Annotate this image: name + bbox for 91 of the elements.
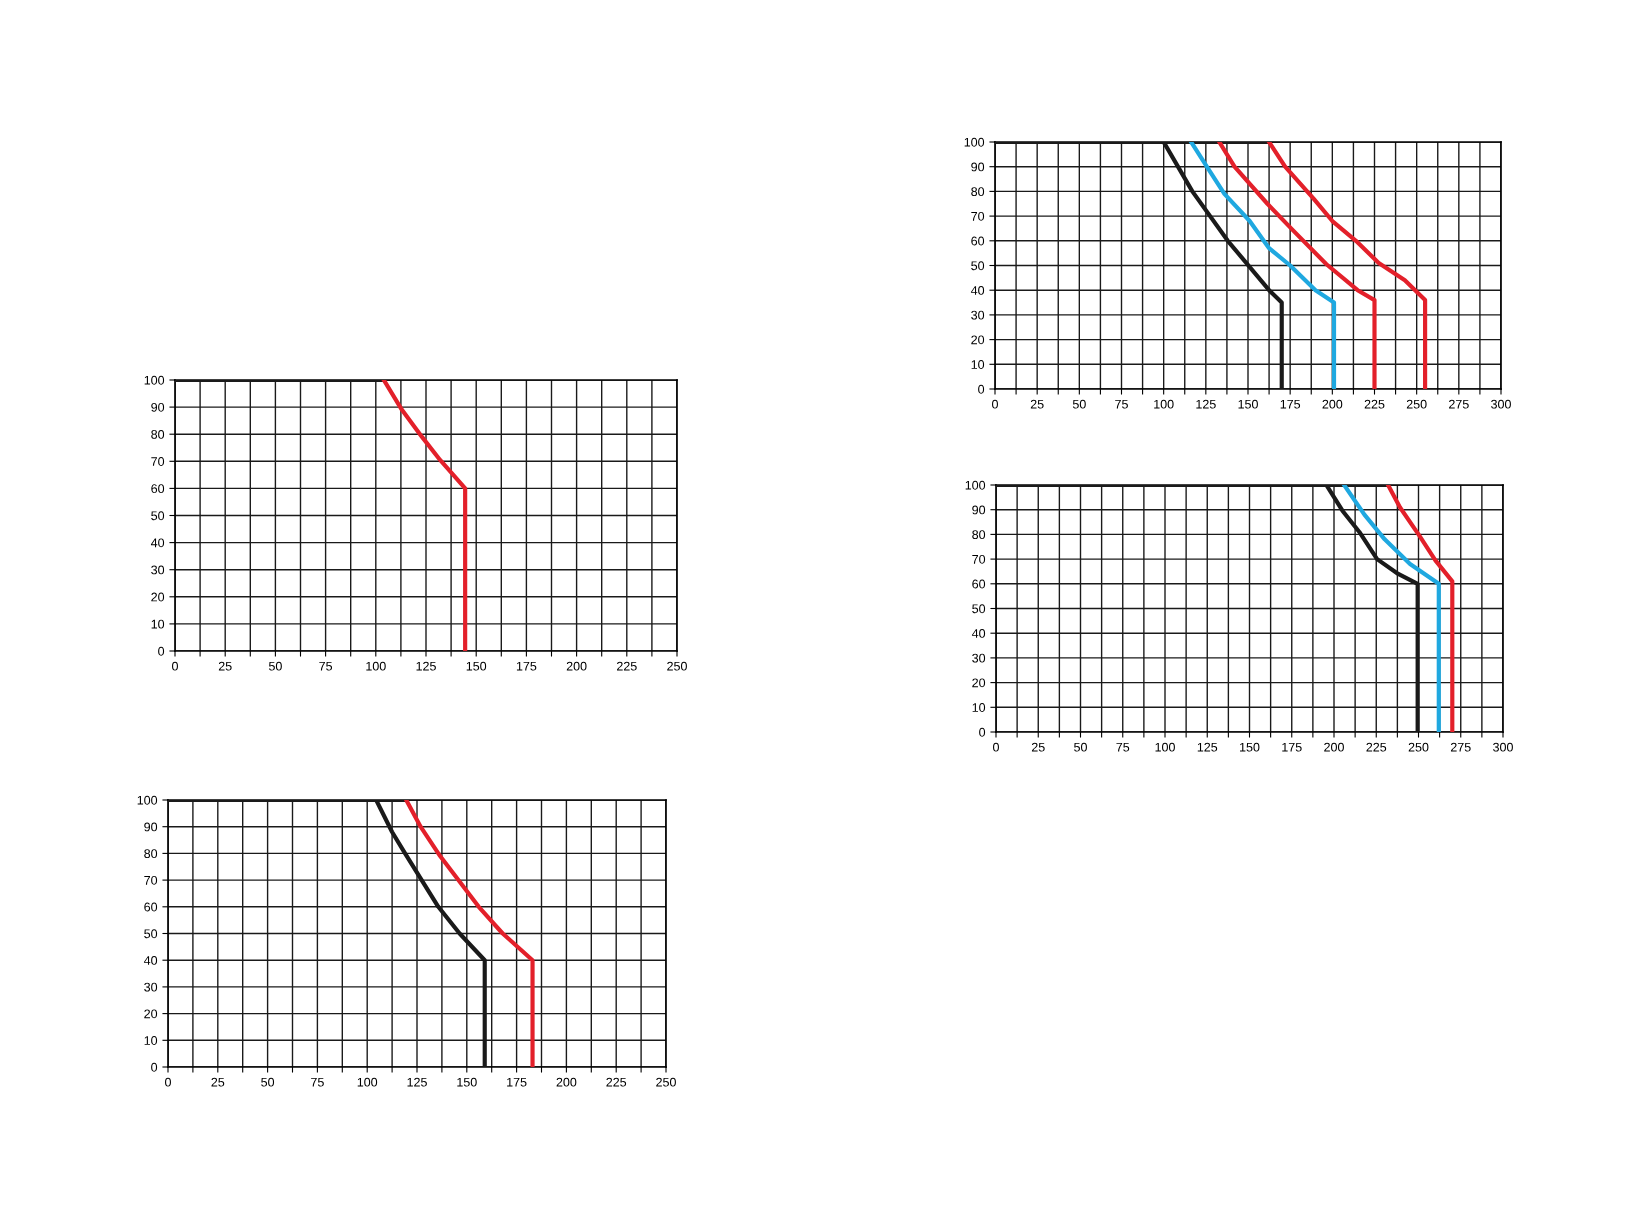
x-tick-label: 175 [516, 661, 537, 671]
x-tick-label: 50 [268, 661, 282, 671]
x-tick-label: 225 [1364, 399, 1385, 409]
x-tick-label: 125 [1196, 399, 1216, 409]
y-tick-label: 20 [971, 335, 985, 345]
y-tick-label: 30 [971, 310, 985, 320]
y-tick-label: 100 [965, 480, 986, 490]
y-tick-label: 20 [972, 678, 986, 688]
x-tick-label: 0 [993, 742, 999, 752]
y-tick-label: 100 [137, 795, 158, 805]
x-tick-label: 250 [667, 661, 687, 671]
y-tick-label: 20 [151, 592, 165, 602]
x-tick-label: 50 [1072, 399, 1086, 409]
y-tick-label: 70 [972, 554, 986, 564]
x-tick-label: 150 [1238, 399, 1258, 409]
y-tick-label: 40 [143, 956, 158, 965]
y-tick-label: 90 [151, 402, 165, 412]
x-tick-label: 75 [1116, 742, 1130, 752]
y-tick-label: 100 [144, 375, 165, 385]
x-tick-label: 75 [1115, 399, 1128, 409]
y-tick-label: 30 [144, 982, 158, 992]
x-tick-label: 25 [1031, 742, 1045, 752]
y-tick-label: 90 [971, 162, 985, 172]
x-tick-label: 250 [1406, 399, 1427, 409]
y-tick-label: 0 [151, 1062, 158, 1072]
x-tick-label: 250 [656, 1077, 676, 1087]
y-tick-label: 80 [971, 187, 985, 197]
x-tick-label: 25 [211, 1077, 225, 1087]
x-tick-label: 150 [466, 661, 487, 671]
y-tick-label: 60 [151, 484, 165, 494]
x-tick-label: 175 [1282, 742, 1302, 752]
y-tick-label: 40 [971, 629, 986, 638]
x-tick-label: 100 [366, 661, 386, 671]
y-tick-label: 0 [978, 384, 985, 394]
y-tick-label: 50 [151, 511, 165, 521]
x-tick-label: 25 [1030, 399, 1044, 409]
y-tick-label: 50 [144, 929, 158, 939]
x-tick-label: 125 [416, 661, 436, 671]
x-tick-label: 200 [1322, 399, 1343, 409]
y-tick-label: 80 [151, 430, 165, 439]
y-tick-label: 70 [144, 875, 158, 885]
x-tick-label: 125 [1197, 742, 1218, 752]
x-tick-label: 200 [556, 1077, 577, 1087]
x-tick-label: 300 [1493, 742, 1513, 752]
y-tick-label: 40 [150, 538, 165, 548]
y-tick-label: 70 [971, 211, 985, 221]
x-tick-label: 0 [992, 399, 998, 409]
x-tick-label: 75 [311, 1077, 324, 1087]
x-tick-label: 100 [357, 1077, 378, 1087]
y-tick-label: 90 [972, 505, 986, 515]
y-tick-label: 10 [971, 360, 985, 369]
y-tick-label: 10 [144, 1036, 158, 1045]
x-tick-label: 225 [617, 661, 637, 671]
y-tick-label: 30 [972, 653, 986, 663]
y-tick-label: 40 [970, 286, 985, 295]
x-tick-label: 275 [1449, 399, 1469, 409]
y-tick-label: 50 [971, 261, 985, 271]
x-tick-label: 175 [507, 1077, 527, 1087]
y-tick-label: 30 [151, 565, 165, 575]
y-tick-label: 80 [972, 530, 986, 540]
y-tick-label: 60 [972, 579, 986, 589]
x-tick-label: 25 [218, 661, 232, 671]
y-tick-label: 100 [964, 137, 985, 147]
y-tick-label: 20 [144, 1009, 158, 1019]
x-tick-label: 125 [407, 1077, 427, 1087]
y-tick-label: 0 [158, 646, 165, 656]
x-tick-label: 225 [606, 1077, 627, 1087]
x-tick-label: 50 [261, 1077, 275, 1087]
y-tick-label: 60 [144, 902, 158, 912]
x-tick-label: 75 [319, 661, 333, 671]
y-tick-label: 80 [144, 849, 158, 859]
x-tick-label: 200 [1324, 742, 1344, 752]
x-tick-label: 200 [566, 661, 587, 671]
y-tick-label: 10 [972, 703, 986, 712]
x-tick-label: 175 [1280, 399, 1301, 409]
x-tick-label: 300 [1491, 399, 1511, 409]
x-tick-label: 225 [1366, 742, 1387, 752]
y-tick-label: 10 [151, 619, 165, 629]
y-tick-label: 90 [144, 822, 158, 832]
x-tick-label: 100 [1154, 399, 1174, 409]
x-tick-label: 50 [1074, 742, 1087, 752]
x-tick-label: 150 [457, 1077, 477, 1087]
y-tick-label: 70 [151, 457, 165, 466]
x-tick-label: 275 [1450, 742, 1471, 752]
x-tick-label: 150 [1240, 742, 1260, 752]
x-tick-label: 250 [1408, 742, 1429, 752]
y-tick-label: 0 [979, 727, 986, 737]
y-tick-label: 50 [972, 604, 986, 614]
y-tick-label: 60 [971, 236, 985, 246]
x-tick-label: 100 [1155, 742, 1175, 752]
x-tick-label: 0 [172, 661, 178, 671]
